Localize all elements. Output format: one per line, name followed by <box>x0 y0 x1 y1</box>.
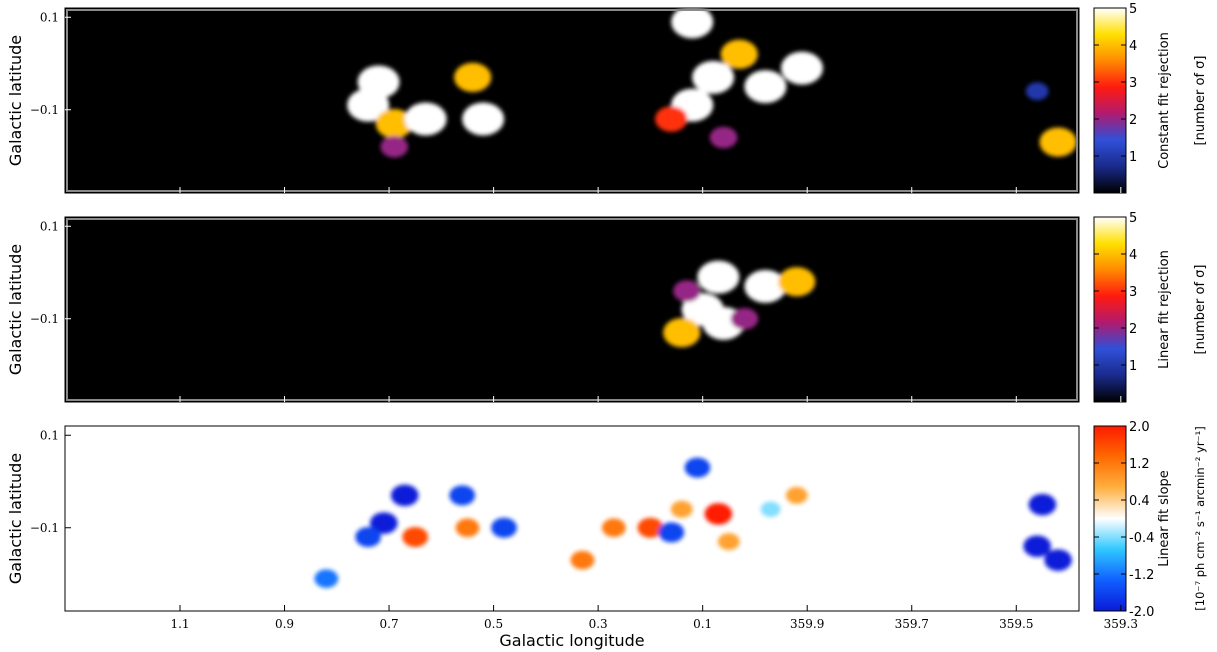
map-blob-bottom-15 <box>684 457 711 478</box>
xtick-label-7: 359.7 <box>895 617 929 631</box>
map-blob-bottom-19 <box>1023 535 1051 558</box>
map-blob-top-12 <box>744 70 787 104</box>
map-blob-top-16 <box>1025 82 1049 101</box>
colorbar-middle <box>1093 216 1127 403</box>
colorbar-tick-label-middle-1: 2 <box>1129 322 1137 337</box>
colorbar-tick-label-bottom-1: -1.2 <box>1129 568 1154 583</box>
map-blob-bottom-14 <box>717 533 740 551</box>
map-blob-bottom-11 <box>658 522 685 543</box>
ytick-label-bottom-0: 0.1 <box>40 428 59 442</box>
map-blob-bottom-13 <box>570 550 595 570</box>
xtick-label-0: 1.1 <box>170 617 189 631</box>
map-blob-top-4 <box>454 62 492 92</box>
xtick-label-9: 359.3 <box>1104 617 1138 631</box>
colorbar-bottom <box>1093 425 1127 612</box>
map-blob-bottom-7 <box>314 569 339 588</box>
colorbar-top <box>1093 7 1127 194</box>
colorbar-tick-label-top-4: 5 <box>1129 2 1137 17</box>
colorbar-unit-top: [number of σ] <box>1193 56 1208 146</box>
colorbar-tick-label-bottom-2: -0.4 <box>1129 531 1154 546</box>
xtick-label-5: 0.1 <box>693 617 712 631</box>
axes-frame-top <box>64 7 1080 194</box>
colorbar-unit-middle: [number of σ] <box>1193 265 1208 355</box>
map-blob-top-5 <box>462 102 505 136</box>
ytick-label-middle-1: −0.1 <box>30 312 59 326</box>
colorbar-unit-bottom: [10⁻⁷ ph cm⁻² s⁻¹ arcmin⁻² yr⁻¹] <box>1193 426 1207 610</box>
xtick-label-2: 0.7 <box>380 617 399 631</box>
map-blob-middle-3 <box>663 318 701 348</box>
map-blob-top-2 <box>375 109 413 139</box>
map-blob-bottom-1 <box>370 512 398 534</box>
map-blob-middle-5 <box>744 269 787 303</box>
map-blob-bottom-16 <box>785 486 808 504</box>
map-background-middle <box>65 217 1079 402</box>
colorbar-tick-label-middle-4: 5 <box>1129 211 1137 226</box>
x-axis-title: Galactic longitude <box>499 631 644 650</box>
map-blob-middle-4 <box>673 280 701 302</box>
map-background-bottom <box>65 426 1079 611</box>
colorbar-title-bottom: Linear fit slope <box>1157 470 1172 567</box>
map-edge-top <box>66 9 1078 192</box>
map-blob-top-3 <box>404 102 447 136</box>
map-blob-bottom-18 <box>1028 493 1057 516</box>
map-blob-bottom-0 <box>390 484 419 507</box>
colorbar-title-middle: Linear fit rejection <box>1157 250 1172 369</box>
map-blob-bottom-4 <box>449 485 476 506</box>
map-blob-bottom-17 <box>760 501 781 518</box>
colorbar-tick-label-middle-0: 1 <box>1129 359 1137 374</box>
colorbar-tick-label-bottom-3: 0.4 <box>1129 494 1150 509</box>
xtick-label-3: 0.5 <box>484 617 503 631</box>
map-blob-bottom-2 <box>355 526 381 548</box>
map-blob-bottom-10 <box>637 517 664 538</box>
map-blob-middle-2 <box>697 260 740 294</box>
map-blob-top-13 <box>780 51 823 85</box>
axes-frame-bottom <box>64 425 1080 612</box>
colorbar-tick-label-top-3: 4 <box>1129 39 1137 54</box>
map-blob-middle-7 <box>730 307 759 330</box>
y-axis-title-middle: Galactic latitude <box>6 244 25 375</box>
map-edge-middle <box>66 218 1078 401</box>
colorbar-tick-label-bottom-4: 1.2 <box>1129 457 1150 472</box>
colorbar-tick-label-top-1: 2 <box>1129 113 1137 128</box>
map-blob-bottom-9 <box>670 500 693 518</box>
colorbar-tick-label-top-2: 3 <box>1129 76 1137 91</box>
xtick-label-4: 0.3 <box>589 617 608 631</box>
map-blob-top-11 <box>655 106 688 132</box>
colorbar-title-top: Constant fit rejection <box>1157 32 1172 169</box>
xtick-label-8: 359.5 <box>999 617 1033 631</box>
map-blob-top-8 <box>692 60 735 94</box>
map-blob-middle-6 <box>778 267 816 297</box>
colorbar-tick-label-top-0: 1 <box>1129 150 1137 165</box>
xtick-label-1: 0.9 <box>275 617 294 631</box>
colorbar-tick-label-middle-2: 3 <box>1129 285 1137 300</box>
map-blob-bottom-12 <box>601 518 626 538</box>
map-blob-top-1 <box>347 88 390 122</box>
y-axis-title-bottom: Galactic latitude <box>6 453 25 584</box>
ytick-label-middle-0: 0.1 <box>40 219 59 233</box>
map-blob-top-6 <box>380 135 409 158</box>
map-blob-bottom-6 <box>491 517 517 538</box>
ytick-label-bottom-1: −0.1 <box>30 521 59 535</box>
axes-frame-middle <box>64 216 1080 403</box>
colorbar-tick-label-bottom-5: 2.0 <box>1129 420 1150 435</box>
map-blob-top-15 <box>1039 127 1077 157</box>
map-blob-top-10 <box>720 39 758 69</box>
colorbar-tick-label-middle-3: 4 <box>1129 248 1137 263</box>
xtick-label-6: 359.9 <box>790 617 824 631</box>
map-blob-bottom-5 <box>455 518 480 538</box>
map-blob-bottom-3 <box>402 526 429 548</box>
map-blob-top-14 <box>709 126 738 149</box>
y-axis-title-top: Galactic latitude <box>6 35 25 166</box>
map-background-top <box>65 8 1079 193</box>
ytick-label-top-1: −0.1 <box>30 103 59 117</box>
map-blob-bottom-20 <box>1044 549 1072 571</box>
ytick-label-top-0: 0.1 <box>40 10 59 24</box>
colorbar-tick-label-bottom-0: -2.0 <box>1129 605 1154 620</box>
map-blob-top-7 <box>671 8 714 39</box>
map-blob-bottom-8 <box>704 503 733 525</box>
